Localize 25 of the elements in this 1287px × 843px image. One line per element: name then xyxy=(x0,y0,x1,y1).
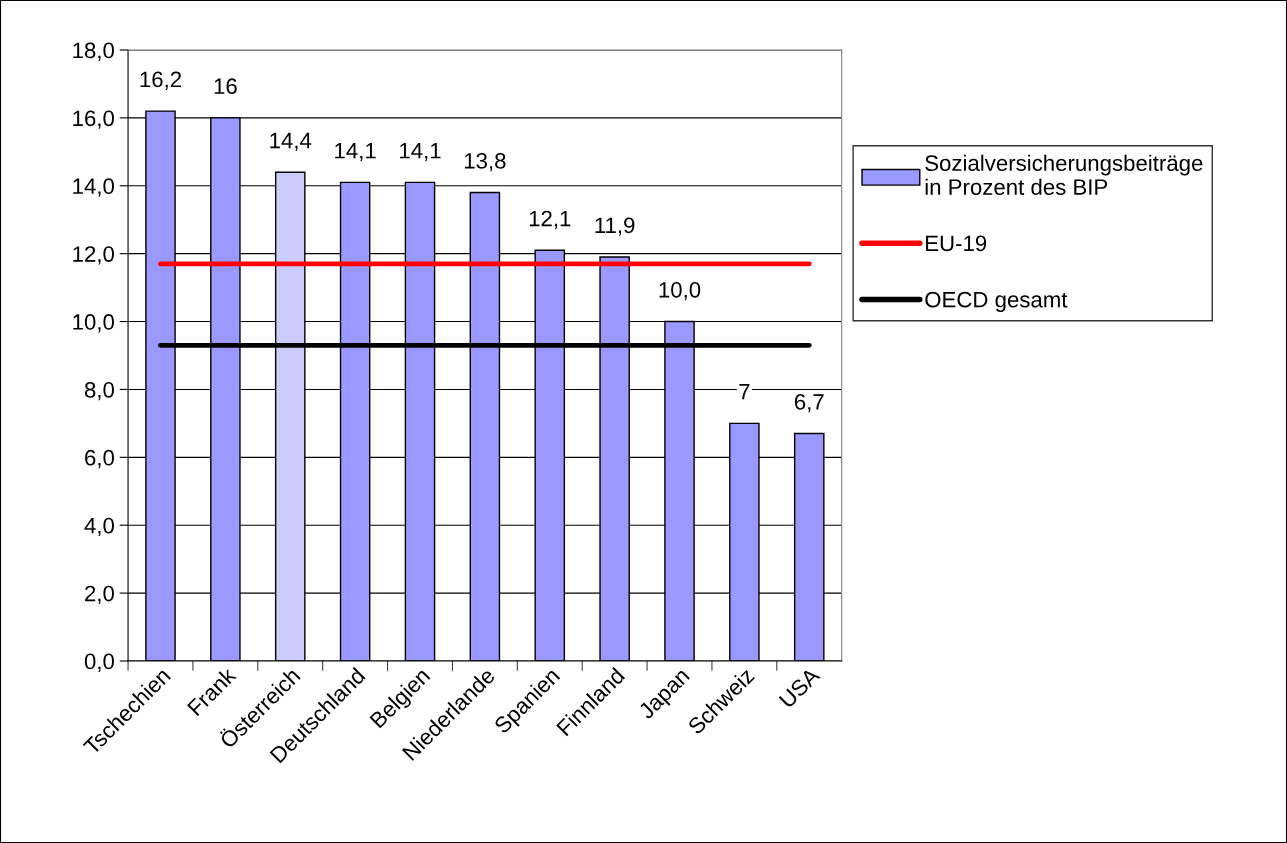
data-label: 14,1 xyxy=(400,143,441,162)
x-tick-label: USA xyxy=(778,666,821,709)
legend-label: Sozialversicherungsbeiträge in Prozent des BIP xyxy=(925,154,1203,195)
data-label: 16,2 xyxy=(140,71,182,90)
data-label: 16 xyxy=(214,78,237,95)
legend-label: EU-19 xyxy=(926,235,987,252)
data-label: 14,4 xyxy=(270,132,312,151)
data-label: 6,7 xyxy=(794,393,824,413)
y-tick-label: 2,0 xyxy=(85,585,114,604)
y-tick-label: 16,0 xyxy=(73,110,114,129)
y-tick-label: 4,0 xyxy=(84,517,114,537)
y-tick-label: 8,0 xyxy=(84,381,114,401)
y-tick-label: 0,0 xyxy=(84,653,114,672)
data-label: 10,0 xyxy=(659,281,701,301)
data-label: 13,8 xyxy=(464,152,506,172)
legend-label: OECD gesamt xyxy=(925,291,1068,312)
y-tick-label: 6,0 xyxy=(85,449,114,469)
data-label: 11,9 xyxy=(595,217,635,236)
data-label: 14,1 xyxy=(335,143,376,162)
y-tick-label: 10,0 xyxy=(73,314,114,333)
y-tick-label: 14,0 xyxy=(73,178,114,197)
y-tick-label: 18,0 xyxy=(73,42,114,61)
data-label: 7 xyxy=(739,384,750,400)
data-label: 12,1 xyxy=(529,210,571,230)
y-tick-label: 12,0 xyxy=(73,246,114,265)
